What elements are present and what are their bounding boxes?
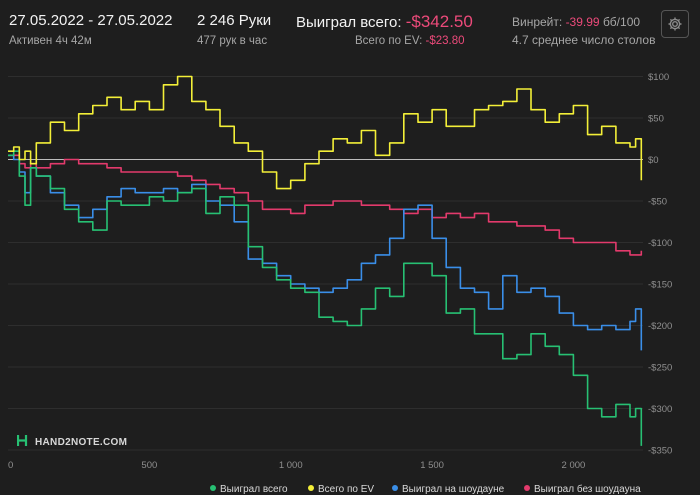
y-tick-label: -$100 — [648, 238, 672, 249]
legend-label: Выиграл всего — [220, 484, 288, 495]
won-total-value: -$342.50 — [405, 12, 473, 31]
won-total: Выиграл всего: -$342.50 — [296, 12, 473, 32]
legend-dot — [392, 485, 398, 491]
won-total-label: Выиграл всего: — [296, 14, 402, 31]
y-tick-label: -$250 — [648, 363, 672, 374]
h-logo-icon — [16, 435, 28, 446]
y-tick-label: $0 — [648, 155, 659, 166]
date-range: 27.05.2022 - 27.05.2022 — [9, 12, 173, 29]
series-line-3 — [8, 154, 643, 256]
series-line-2 — [8, 154, 643, 351]
series-line-1 — [8, 75, 643, 190]
average-tables: 4.7 среднее число столов — [512, 33, 656, 47]
y-axis-ticks: $100 $50 $0 -$50 -$100 -$150 -$200 -$250 -$300 -$… — [648, 72, 672, 457]
ev-total-label: Всего по EV: — [355, 35, 423, 47]
legend-dot — [210, 485, 216, 491]
hands-count: 2 246 Руки — [197, 12, 272, 29]
chart-series — [8, 75, 643, 446]
y-tick-label: -$350 — [648, 446, 672, 457]
header: 27.05.2022 - 27.05.2022 Активен 4ч 42м 2… — [0, 0, 700, 55]
legend-dot — [308, 485, 314, 491]
ev-total: Всего по EV: -$23.80 — [355, 35, 465, 47]
chart-legend: Выиграл всего Всего по EV Выиграл на шоу… — [0, 484, 700, 495]
hands-per-hour: 477 рук в час — [197, 35, 268, 47]
y-tick-label: -$200 — [648, 321, 672, 332]
y-tick-label: $50 — [648, 114, 664, 125]
y-tick-label: -$300 — [648, 404, 672, 415]
legend-item-winnings[interactable]: Выиграл всего — [210, 484, 288, 495]
legend-label: Выиграл без шоудауна — [534, 484, 641, 495]
y-tick-label: -$150 — [648, 280, 672, 291]
settings-button[interactable] — [661, 10, 689, 38]
legend-dot — [524, 485, 530, 491]
gear-icon — [668, 17, 682, 31]
winrate-value: -39.99 — [565, 15, 600, 29]
winrate-label: Винрейт: — [512, 15, 563, 29]
x-axis-ticks: 0 500 1 000 1 500 2 000 — [8, 460, 585, 471]
x-tick-label: 1 000 — [279, 460, 303, 471]
active-time: Активен 4ч 42м — [9, 35, 92, 47]
x-tick-label: 1 500 — [420, 460, 444, 471]
winrate: Винрейт: -39.99 бб/100 — [512, 15, 640, 29]
x-tick-label: 500 — [141, 460, 157, 471]
results-chart: $100 $50 $0 -$50 -$100 -$150 -$200 -$250 -$300 -$… — [0, 58, 700, 480]
y-tick-label: -$50 — [648, 197, 667, 208]
legend-label: Выиграл на шоудауне — [402, 484, 505, 495]
ev-total-value: -$23.80 — [425, 35, 465, 47]
legend-item-showdown[interactable]: Выиграл на шоудауне — [392, 484, 504, 495]
legend-item-non-showdown[interactable]: Выиграл без шоудауна — [524, 484, 641, 495]
series-line-0 — [8, 150, 643, 446]
legend-label: Всего по EV — [318, 484, 375, 495]
logo-text: HAND2NOTE.COM — [35, 437, 128, 448]
y-tick-label: $100 — [648, 72, 669, 83]
legend-item-ev[interactable]: Всего по EV — [308, 484, 374, 495]
winrate-unit: бб/100 — [602, 15, 641, 29]
hand2note-logo: HAND2NOTE.COM — [16, 434, 128, 448]
x-tick-label: 2 000 — [562, 460, 586, 471]
x-tick-label: 0 — [8, 460, 13, 471]
